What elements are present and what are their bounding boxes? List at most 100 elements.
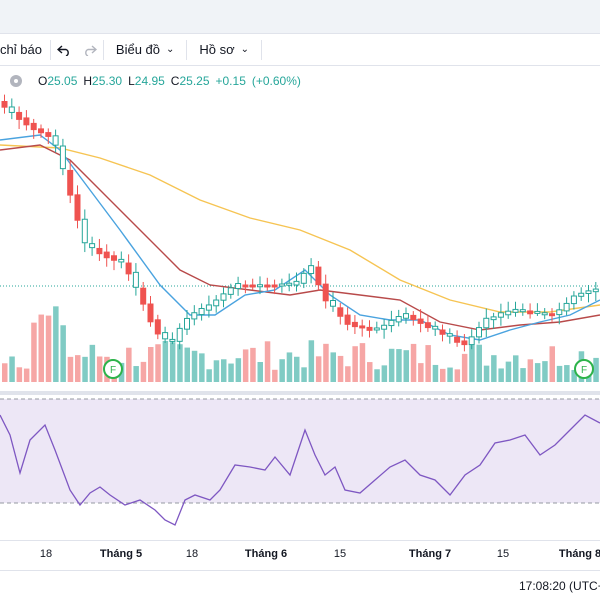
volume-bar bbox=[301, 367, 307, 382]
candle-body bbox=[359, 325, 366, 329]
ma-slow-line bbox=[0, 144, 600, 313]
clock[interactable]: 17:08:20 (UTC+7) bbox=[519, 579, 600, 593]
candle-body bbox=[454, 336, 461, 343]
candle-body bbox=[585, 290, 592, 294]
candle-body bbox=[351, 321, 358, 328]
volume-bar bbox=[184, 347, 190, 382]
candle-body bbox=[337, 307, 344, 317]
candle-body bbox=[563, 302, 570, 312]
redo-button[interactable] bbox=[77, 34, 103, 65]
volume-bar bbox=[221, 359, 227, 382]
candle-body bbox=[549, 313, 555, 317]
event-marker-ring bbox=[574, 359, 594, 379]
candle-body bbox=[570, 295, 577, 305]
volume-bar bbox=[352, 346, 358, 382]
volume-bar bbox=[549, 346, 555, 382]
toolbar-separator bbox=[186, 39, 188, 60]
candle-body bbox=[293, 280, 300, 286]
volume-bar bbox=[323, 343, 329, 382]
volume-bar bbox=[53, 306, 59, 382]
candle-body bbox=[111, 255, 117, 261]
volume-bar bbox=[294, 356, 300, 382]
time-axis-tick: Tháng 8 bbox=[558, 548, 600, 560]
candle-body bbox=[476, 327, 482, 338]
candle-body bbox=[541, 312, 548, 316]
volume-bar bbox=[403, 350, 409, 382]
candle-body bbox=[38, 128, 44, 134]
indicators-label: chỉ báo bbox=[0, 42, 42, 57]
eye-icon[interactable] bbox=[10, 75, 22, 87]
chart-type-menu[interactable]: Biểu đồ ⌄ bbox=[104, 34, 186, 65]
indicators-button[interactable]: chỉ báo bbox=[0, 34, 50, 65]
candle-body bbox=[74, 194, 81, 221]
candle-body bbox=[184, 317, 190, 330]
candle-body bbox=[403, 313, 409, 319]
volume-bar bbox=[367, 362, 373, 382]
volume-bar bbox=[155, 344, 161, 382]
open-label: O bbox=[38, 74, 48, 88]
candle-body bbox=[125, 262, 132, 275]
volume-bar bbox=[31, 322, 37, 382]
candle-body bbox=[176, 327, 183, 342]
candle-body bbox=[373, 327, 380, 331]
volume-bar bbox=[505, 361, 512, 382]
low-value: 24.95 bbox=[134, 74, 165, 88]
volume-bar bbox=[9, 356, 15, 382]
ohlc-legend: O 25.05 H 25.30 L 24.95 C 25.25 +0.15 (+… bbox=[10, 72, 307, 90]
candle-body bbox=[118, 258, 125, 263]
volume-bar bbox=[381, 365, 388, 382]
undo-button[interactable] bbox=[51, 34, 77, 65]
profile-label: Hồ sơ bbox=[199, 42, 235, 57]
profile-menu[interactable]: Hồ sơ ⌄ bbox=[187, 34, 261, 65]
candle-body bbox=[162, 332, 169, 340]
volume-bar bbox=[257, 361, 263, 382]
volume-bar bbox=[264, 341, 271, 382]
status-bar: 17:08:20 (UTC+7) bbox=[0, 570, 600, 600]
rsi-pane[interactable] bbox=[0, 395, 600, 540]
volume-bar bbox=[425, 345, 431, 382]
low-label: L bbox=[128, 74, 135, 88]
volume-bar bbox=[454, 369, 461, 382]
volume-bar bbox=[483, 365, 490, 382]
volume-bar bbox=[286, 352, 293, 382]
event-marker[interactable]: F bbox=[574, 359, 594, 379]
volume-bar bbox=[520, 368, 526, 382]
candle-body bbox=[490, 316, 497, 321]
volume-bar bbox=[60, 325, 66, 382]
volume-bar bbox=[177, 344, 183, 382]
candle-body bbox=[432, 325, 439, 330]
candle-body bbox=[388, 319, 395, 327]
candle-body bbox=[23, 117, 30, 126]
candle-body bbox=[205, 304, 212, 311]
candle-body bbox=[271, 284, 278, 288]
volume-bar bbox=[250, 347, 256, 382]
candle-body bbox=[330, 300, 336, 307]
candle-body bbox=[468, 336, 475, 346]
chevron-down-icon: ⌄ bbox=[240, 44, 250, 55]
volume-bar bbox=[126, 347, 132, 382]
volume-bar bbox=[432, 364, 439, 382]
candle-body bbox=[315, 266, 322, 286]
candle-body bbox=[519, 309, 526, 313]
volume-bar bbox=[206, 369, 212, 382]
rsi-band bbox=[0, 399, 600, 503]
candle-body bbox=[395, 316, 402, 323]
volume-bar bbox=[272, 369, 278, 382]
volume-bar bbox=[469, 345, 475, 382]
volume-bar bbox=[461, 353, 468, 382]
candle-body bbox=[286, 282, 293, 286]
candle-body bbox=[16, 111, 23, 120]
candle-body bbox=[45, 132, 52, 137]
volume-bar bbox=[308, 340, 315, 382]
candle-body bbox=[213, 299, 220, 307]
candle-body bbox=[300, 272, 307, 284]
volume-bar bbox=[148, 347, 154, 382]
volume-bar bbox=[345, 366, 351, 382]
event-marker-ring bbox=[103, 359, 123, 379]
event-marker[interactable]: F bbox=[103, 359, 123, 379]
volume-bar bbox=[476, 344, 482, 382]
time-axis[interactable]: 18 Tháng 5 18 Tháng 6 15 Tháng 7 15 Tháng 8 bbox=[0, 540, 600, 570]
pane-separator[interactable] bbox=[0, 391, 600, 395]
